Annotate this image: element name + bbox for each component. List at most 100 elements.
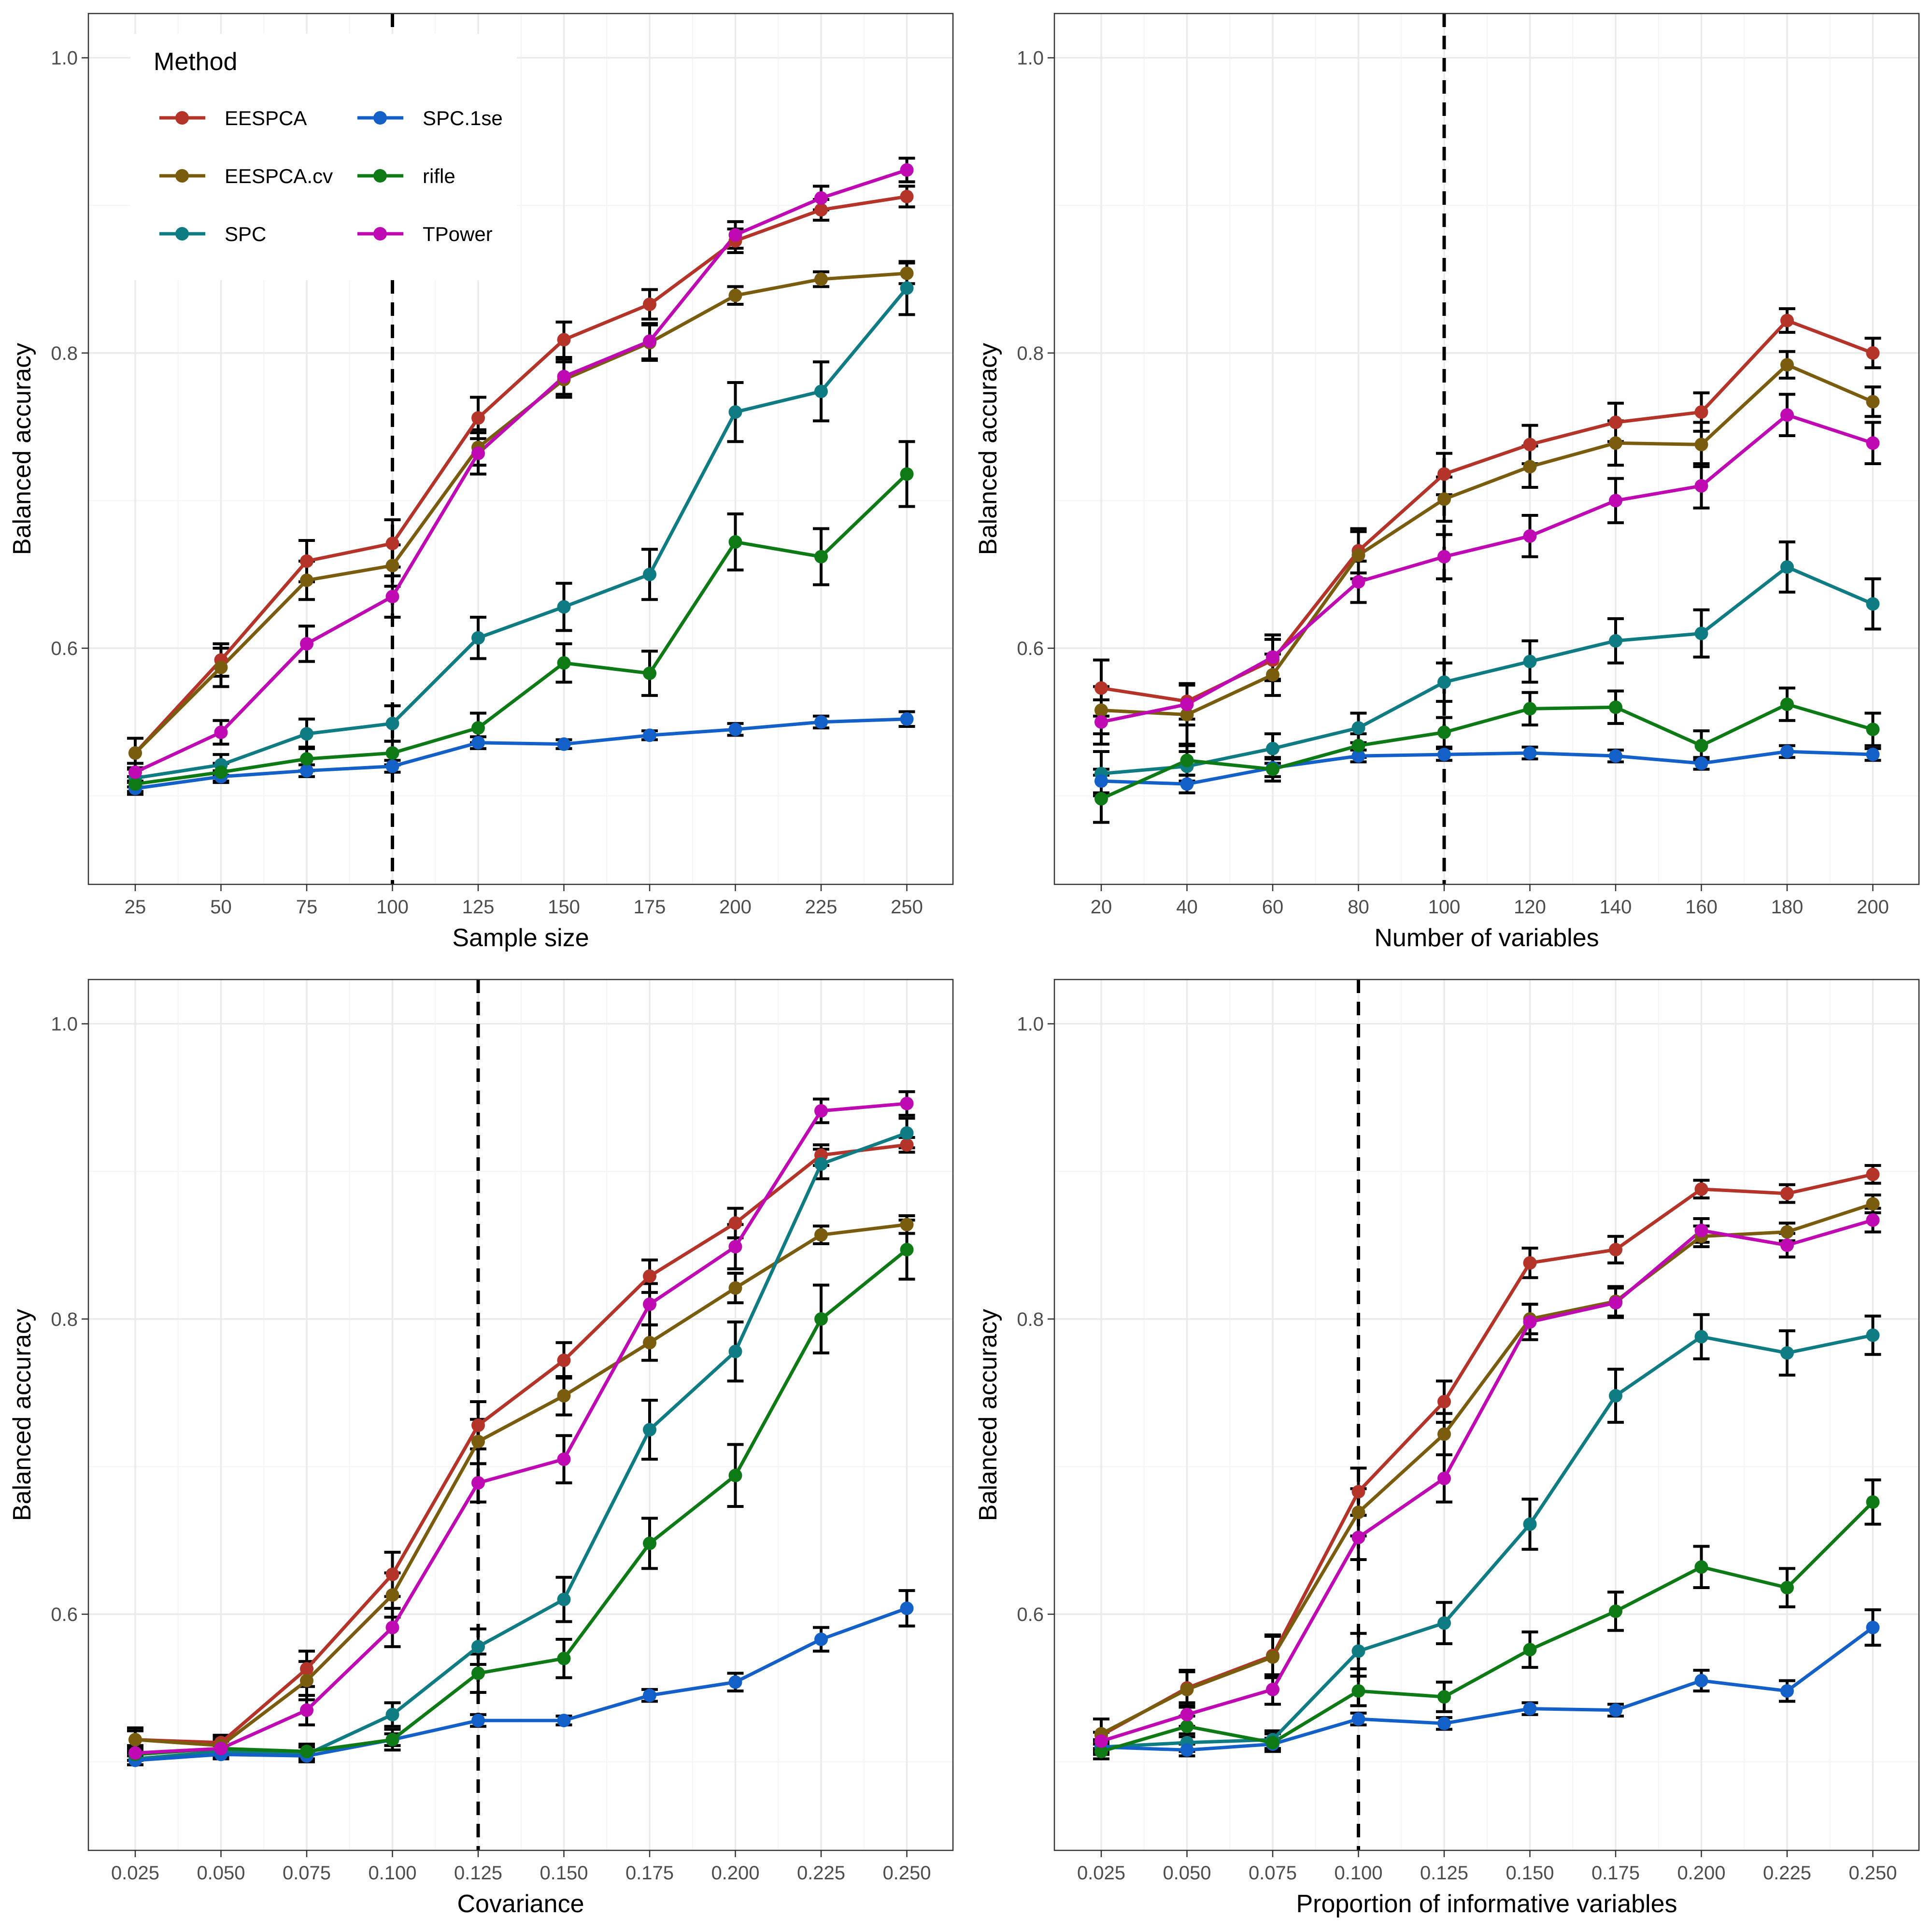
x-tick-label: 0.050 xyxy=(197,1862,245,1884)
legend-key-point xyxy=(373,111,387,125)
data-point xyxy=(1780,1684,1794,1698)
legend-label: EESPCA.cv xyxy=(225,165,333,187)
x-axis-title: Proportion of informative variables xyxy=(1296,1890,1677,1918)
data-point xyxy=(471,1476,485,1490)
data-point xyxy=(1351,749,1365,763)
data-point xyxy=(557,1592,571,1606)
y-axis-title: Balanced accuracy xyxy=(8,1309,36,1521)
data-point xyxy=(728,228,742,242)
points-eespca-cv xyxy=(1094,358,1880,722)
data-point xyxy=(814,550,828,564)
points-rifle xyxy=(1094,1495,1880,1759)
data-point xyxy=(1694,1330,1708,1344)
data-point xyxy=(1866,1495,1880,1509)
legend-background xyxy=(130,34,517,280)
x-tick-label: 0.100 xyxy=(1334,1862,1382,1884)
data-point xyxy=(1780,1187,1794,1201)
x-tick-label: 180 xyxy=(1771,896,1804,918)
points-tpower xyxy=(128,163,914,779)
x-tick-label: 50 xyxy=(210,896,232,918)
x-tick-label: 25 xyxy=(125,896,146,918)
data-point xyxy=(1609,415,1622,429)
data-point xyxy=(1780,1581,1794,1595)
x-tick-label: 80 xyxy=(1348,896,1369,918)
x-tick-label: 20 xyxy=(1091,896,1112,918)
series-line-spc xyxy=(133,1131,909,1761)
data-point xyxy=(1437,1616,1451,1630)
data-point xyxy=(814,384,828,398)
x-tick-label: 100 xyxy=(376,896,409,918)
points-eespca-cv xyxy=(128,1218,914,1753)
data-point xyxy=(814,1312,828,1326)
x-tick-label: 0.125 xyxy=(1420,1862,1468,1884)
x-tick-label: 0.075 xyxy=(1249,1862,1297,1884)
data-point xyxy=(1694,405,1708,419)
data-point xyxy=(1266,668,1279,682)
legend-key-point xyxy=(175,227,189,241)
data-point xyxy=(900,1126,914,1140)
legend-label: SPC xyxy=(225,223,266,245)
data-point xyxy=(1437,467,1451,481)
data-point xyxy=(300,727,313,741)
data-point xyxy=(728,1468,742,1482)
legend-key-point xyxy=(373,227,387,241)
data-point xyxy=(300,764,313,778)
data-point xyxy=(1694,479,1708,493)
data-point xyxy=(1180,708,1194,722)
data-point xyxy=(1694,1182,1708,1196)
data-point xyxy=(814,715,828,729)
data-point xyxy=(1437,492,1451,506)
x-tick-label: 0.200 xyxy=(1677,1862,1725,1884)
data-point xyxy=(1609,1703,1622,1717)
data-point xyxy=(128,746,142,760)
x-tick-label: 0.125 xyxy=(454,1862,502,1884)
x-tick-label: 0.100 xyxy=(368,1862,416,1884)
x-tick-label: 0.225 xyxy=(797,1862,845,1884)
data-point xyxy=(814,203,828,217)
data-point xyxy=(1866,748,1880,762)
y-tick-label: 1.0 xyxy=(51,48,78,69)
data-point xyxy=(900,1243,914,1257)
legend-label: EESPCA xyxy=(225,107,307,129)
data-point xyxy=(643,728,656,742)
data-point xyxy=(385,537,399,551)
data-point xyxy=(385,1588,399,1602)
data-point xyxy=(128,777,142,791)
points-rifle xyxy=(1094,697,1880,806)
legend: Method EESPCA EESPCA.cv SPC SPC.1se rifle TPow… xyxy=(130,34,517,280)
data-point xyxy=(1523,529,1537,543)
data-point xyxy=(557,1353,571,1367)
panel-3: 0.6 0.8 1.0 0.025 0.050 0.075 0.100 0.125 0.150 0… xyxy=(8,979,954,1918)
data-point xyxy=(557,1452,571,1466)
legend-label: rifle xyxy=(423,165,455,187)
data-point xyxy=(1094,774,1108,788)
data-point xyxy=(385,1733,399,1747)
x-tick-label: 225 xyxy=(805,896,838,918)
points-eespca-cv xyxy=(128,266,914,760)
data-point xyxy=(1266,1735,1279,1749)
data-point xyxy=(1866,395,1880,409)
data-point xyxy=(1094,1745,1108,1759)
legend-item-eespca: EESPCA xyxy=(159,107,307,129)
x-tick-label: 0.250 xyxy=(1848,1862,1897,1884)
data-point xyxy=(1866,1167,1880,1181)
data-point xyxy=(1437,1427,1451,1441)
x-tick-label: 160 xyxy=(1685,896,1718,918)
data-point xyxy=(900,189,914,203)
x-tick-label: 60 xyxy=(1262,896,1284,918)
x-tick-label: 200 xyxy=(1857,896,1889,918)
points-spc-1se xyxy=(1094,744,1880,791)
data-point xyxy=(1437,675,1451,689)
panel-border xyxy=(87,979,954,1851)
data-point xyxy=(1523,1702,1537,1716)
data-point xyxy=(643,1689,656,1703)
legend-item-rifle: rifle xyxy=(357,165,455,187)
data-point xyxy=(1609,749,1622,763)
data-point xyxy=(1437,550,1451,564)
x-tick-label: 175 xyxy=(634,896,666,918)
legend-title: Method xyxy=(154,48,237,76)
x-tick-label: 0.175 xyxy=(625,1862,674,1884)
legend-item-eespca-cv: EESPCA.cv xyxy=(159,165,333,187)
data-point xyxy=(300,1674,313,1688)
